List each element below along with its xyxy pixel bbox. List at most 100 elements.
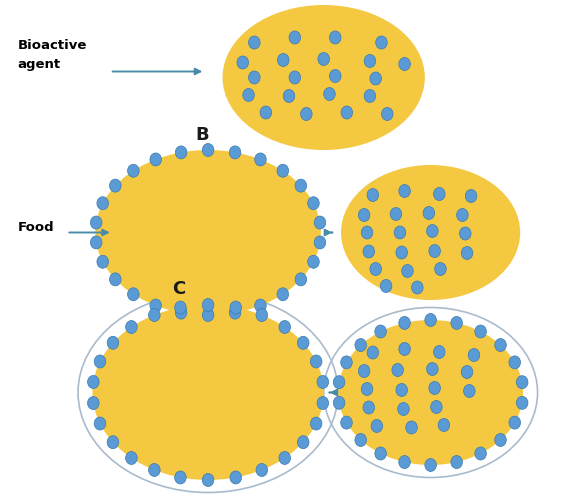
- Ellipse shape: [301, 108, 312, 120]
- Ellipse shape: [364, 54, 376, 68]
- Ellipse shape: [243, 88, 254, 102]
- Ellipse shape: [516, 396, 528, 409]
- Ellipse shape: [90, 216, 102, 229]
- Ellipse shape: [399, 456, 410, 468]
- Ellipse shape: [398, 402, 409, 415]
- Ellipse shape: [435, 262, 446, 276]
- Ellipse shape: [464, 384, 475, 398]
- Ellipse shape: [396, 246, 407, 259]
- Ellipse shape: [277, 164, 288, 177]
- Ellipse shape: [237, 56, 249, 69]
- Ellipse shape: [229, 306, 241, 319]
- Ellipse shape: [381, 108, 393, 120]
- Ellipse shape: [318, 52, 329, 66]
- Ellipse shape: [255, 153, 266, 166]
- Ellipse shape: [461, 246, 473, 260]
- Ellipse shape: [461, 366, 473, 378]
- Ellipse shape: [370, 262, 381, 276]
- Ellipse shape: [90, 236, 102, 249]
- Ellipse shape: [175, 146, 187, 159]
- Ellipse shape: [202, 298, 214, 312]
- Ellipse shape: [329, 31, 341, 44]
- Ellipse shape: [509, 356, 521, 369]
- Ellipse shape: [230, 301, 242, 314]
- Ellipse shape: [399, 184, 410, 198]
- Ellipse shape: [399, 342, 410, 355]
- Ellipse shape: [289, 31, 301, 44]
- Ellipse shape: [475, 447, 487, 460]
- Ellipse shape: [451, 456, 462, 468]
- Ellipse shape: [451, 316, 462, 330]
- Ellipse shape: [406, 421, 417, 434]
- Ellipse shape: [412, 281, 423, 294]
- Text: C: C: [173, 280, 186, 297]
- Ellipse shape: [317, 396, 329, 409]
- Ellipse shape: [380, 280, 392, 292]
- Ellipse shape: [495, 338, 506, 351]
- Ellipse shape: [468, 348, 480, 362]
- Ellipse shape: [175, 306, 187, 319]
- Ellipse shape: [358, 364, 370, 378]
- Ellipse shape: [202, 144, 214, 156]
- Ellipse shape: [334, 376, 345, 388]
- Text: Food: Food: [17, 221, 54, 234]
- Ellipse shape: [341, 165, 520, 300]
- Ellipse shape: [95, 150, 321, 315]
- Ellipse shape: [277, 54, 289, 66]
- Ellipse shape: [392, 364, 403, 376]
- Ellipse shape: [363, 401, 375, 414]
- Ellipse shape: [367, 188, 379, 202]
- Ellipse shape: [279, 320, 291, 334]
- Ellipse shape: [97, 256, 109, 268]
- Ellipse shape: [223, 5, 425, 150]
- Ellipse shape: [434, 346, 445, 358]
- Ellipse shape: [371, 420, 383, 432]
- Ellipse shape: [340, 356, 352, 369]
- Ellipse shape: [175, 301, 186, 314]
- Ellipse shape: [229, 146, 241, 159]
- Ellipse shape: [94, 355, 106, 368]
- Ellipse shape: [370, 72, 381, 85]
- Ellipse shape: [295, 179, 306, 192]
- Ellipse shape: [425, 314, 436, 326]
- Ellipse shape: [150, 153, 161, 166]
- Ellipse shape: [394, 226, 406, 239]
- Ellipse shape: [465, 190, 477, 202]
- Ellipse shape: [429, 382, 440, 394]
- Ellipse shape: [298, 336, 309, 349]
- Ellipse shape: [230, 471, 242, 484]
- Ellipse shape: [329, 70, 341, 82]
- Ellipse shape: [399, 316, 410, 330]
- Ellipse shape: [175, 471, 186, 484]
- Ellipse shape: [87, 376, 99, 388]
- Ellipse shape: [202, 308, 214, 322]
- Ellipse shape: [128, 164, 139, 177]
- Ellipse shape: [375, 447, 386, 460]
- Ellipse shape: [110, 273, 121, 286]
- Ellipse shape: [256, 308, 268, 322]
- Ellipse shape: [334, 396, 345, 409]
- Ellipse shape: [92, 305, 324, 480]
- Ellipse shape: [94, 417, 106, 430]
- Ellipse shape: [324, 88, 335, 101]
- Ellipse shape: [150, 299, 161, 312]
- Ellipse shape: [107, 336, 118, 349]
- Ellipse shape: [516, 376, 528, 388]
- Ellipse shape: [509, 416, 521, 429]
- Ellipse shape: [125, 452, 137, 464]
- Ellipse shape: [367, 346, 379, 359]
- Ellipse shape: [277, 288, 288, 301]
- Ellipse shape: [358, 208, 370, 222]
- Ellipse shape: [202, 474, 214, 486]
- Ellipse shape: [460, 227, 471, 240]
- Ellipse shape: [289, 71, 301, 84]
- Ellipse shape: [97, 196, 109, 209]
- Ellipse shape: [149, 308, 160, 322]
- Ellipse shape: [249, 71, 260, 84]
- Ellipse shape: [338, 320, 523, 465]
- Ellipse shape: [402, 264, 413, 278]
- Ellipse shape: [340, 416, 352, 429]
- Ellipse shape: [423, 206, 435, 220]
- Ellipse shape: [295, 273, 306, 286]
- Ellipse shape: [364, 90, 376, 102]
